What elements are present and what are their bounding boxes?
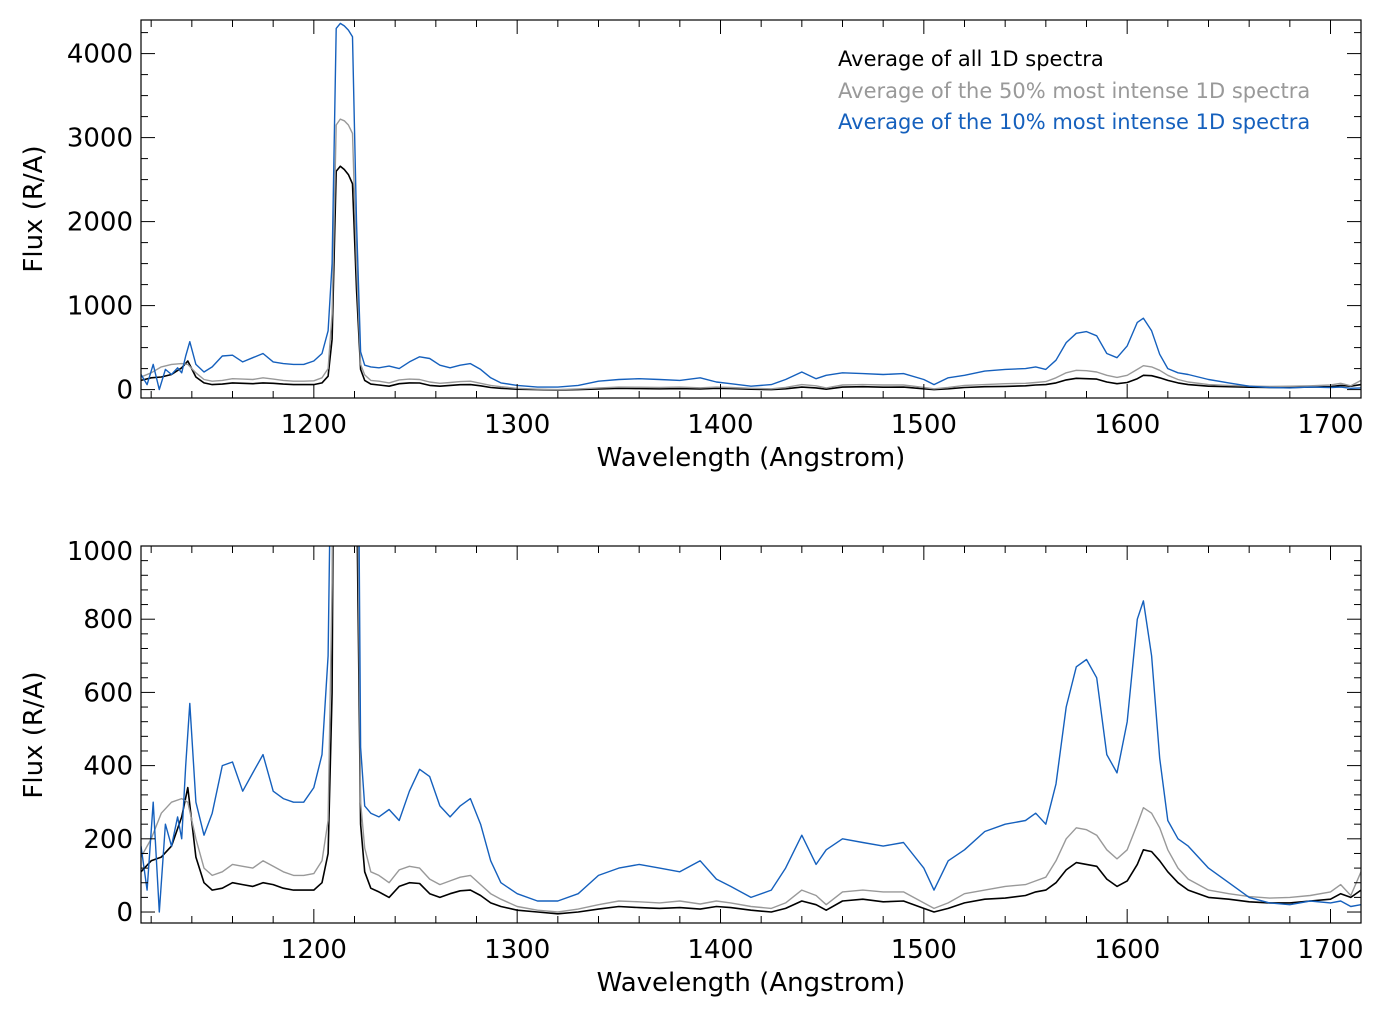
top-x-tick-label: 1500 [891,410,957,440]
top-panel: 1200 1300 1400 1500 1600 1700 0 1000 2000 3000 400… [19,19,1364,473]
top-x-tick-label: 1300 [484,410,550,440]
legend-entry-10pct: Average of the 10% most intense 1D spect… [838,110,1310,134]
top-plot-frame [140,19,1362,399]
top-y-tick-label: 1000 [67,292,133,322]
top-y-tick-label: 3000 [67,124,133,154]
bottom-x-tick-label: 1200 [281,935,347,965]
top-x-tick-label: 1200 [281,410,347,440]
top-series-50pct-spectra [141,118,1361,391]
legend-entry-50pct: Average of the 50% most intense 1D spect… [838,79,1310,103]
bottom-y-tick-label: 600 [83,678,133,708]
bottom-y-tick-label: 0 [116,898,133,928]
bottom-y-tick-label: 1000 [67,537,133,567]
top-series-10pct-spectra [141,22,1361,391]
bottom-x-tick-label: 1400 [687,935,753,965]
bottom-series-50pct-spectra [141,546,1361,913]
bottom-x-tick-label: 1600 [1094,935,1160,965]
bottom-y-tick-label: 200 [83,825,133,855]
bottom-ticks-layer [141,545,1361,923]
bottom-panel: 1200 1300 1400 1500 1600 1700 0 200 400 600 800 100… [19,537,1364,998]
top-y-tick-label: 4000 [67,40,133,70]
top-series-all-spectra [141,165,1361,391]
top-y-tick-label: 2000 [67,208,133,238]
legend-entry-all: Average of all 1D spectra [838,47,1104,71]
top-tick-labels: 1200 1300 1400 1500 1600 1700 0 1000 2000 3000 400… [67,40,1364,440]
bottom-x-tick-label: 1700 [1297,935,1363,965]
top-ticks-layer [141,20,1361,398]
bottom-series-layer [141,546,1361,915]
top-y-tick-label: 0 [116,376,133,406]
bottom-y-axis-label: Flux (R/A) [19,671,49,798]
top-x-axis-label: Wavelength (Angstrom) [597,443,906,473]
legend: Average of all 1D spectra Average of the… [838,47,1310,134]
bottom-series-10pct-spectra [141,546,1361,913]
bottom-x-axis-label: Wavelength (Angstrom) [597,968,906,998]
bottom-x-tick-label: 1300 [484,935,550,965]
bottom-x-tick-label: 1500 [891,935,957,965]
bottom-y-tick-label: 800 [83,605,133,635]
bottom-y-tick-label: 400 [83,752,133,782]
top-x-tick-label: 1400 [687,410,753,440]
bottom-tick-labels: 1200 1300 1400 1500 1600 1700 0 200 400 600 800 100… [67,537,1364,965]
bottom-plot-frame [140,545,1362,924]
top-x-tick-label: 1700 [1297,410,1363,440]
bottom-series-all-spectra [141,546,1361,915]
top-series-layer [141,22,1361,391]
top-x-tick-label: 1600 [1094,410,1160,440]
top-y-axis-label: Flux (R/A) [19,145,49,272]
